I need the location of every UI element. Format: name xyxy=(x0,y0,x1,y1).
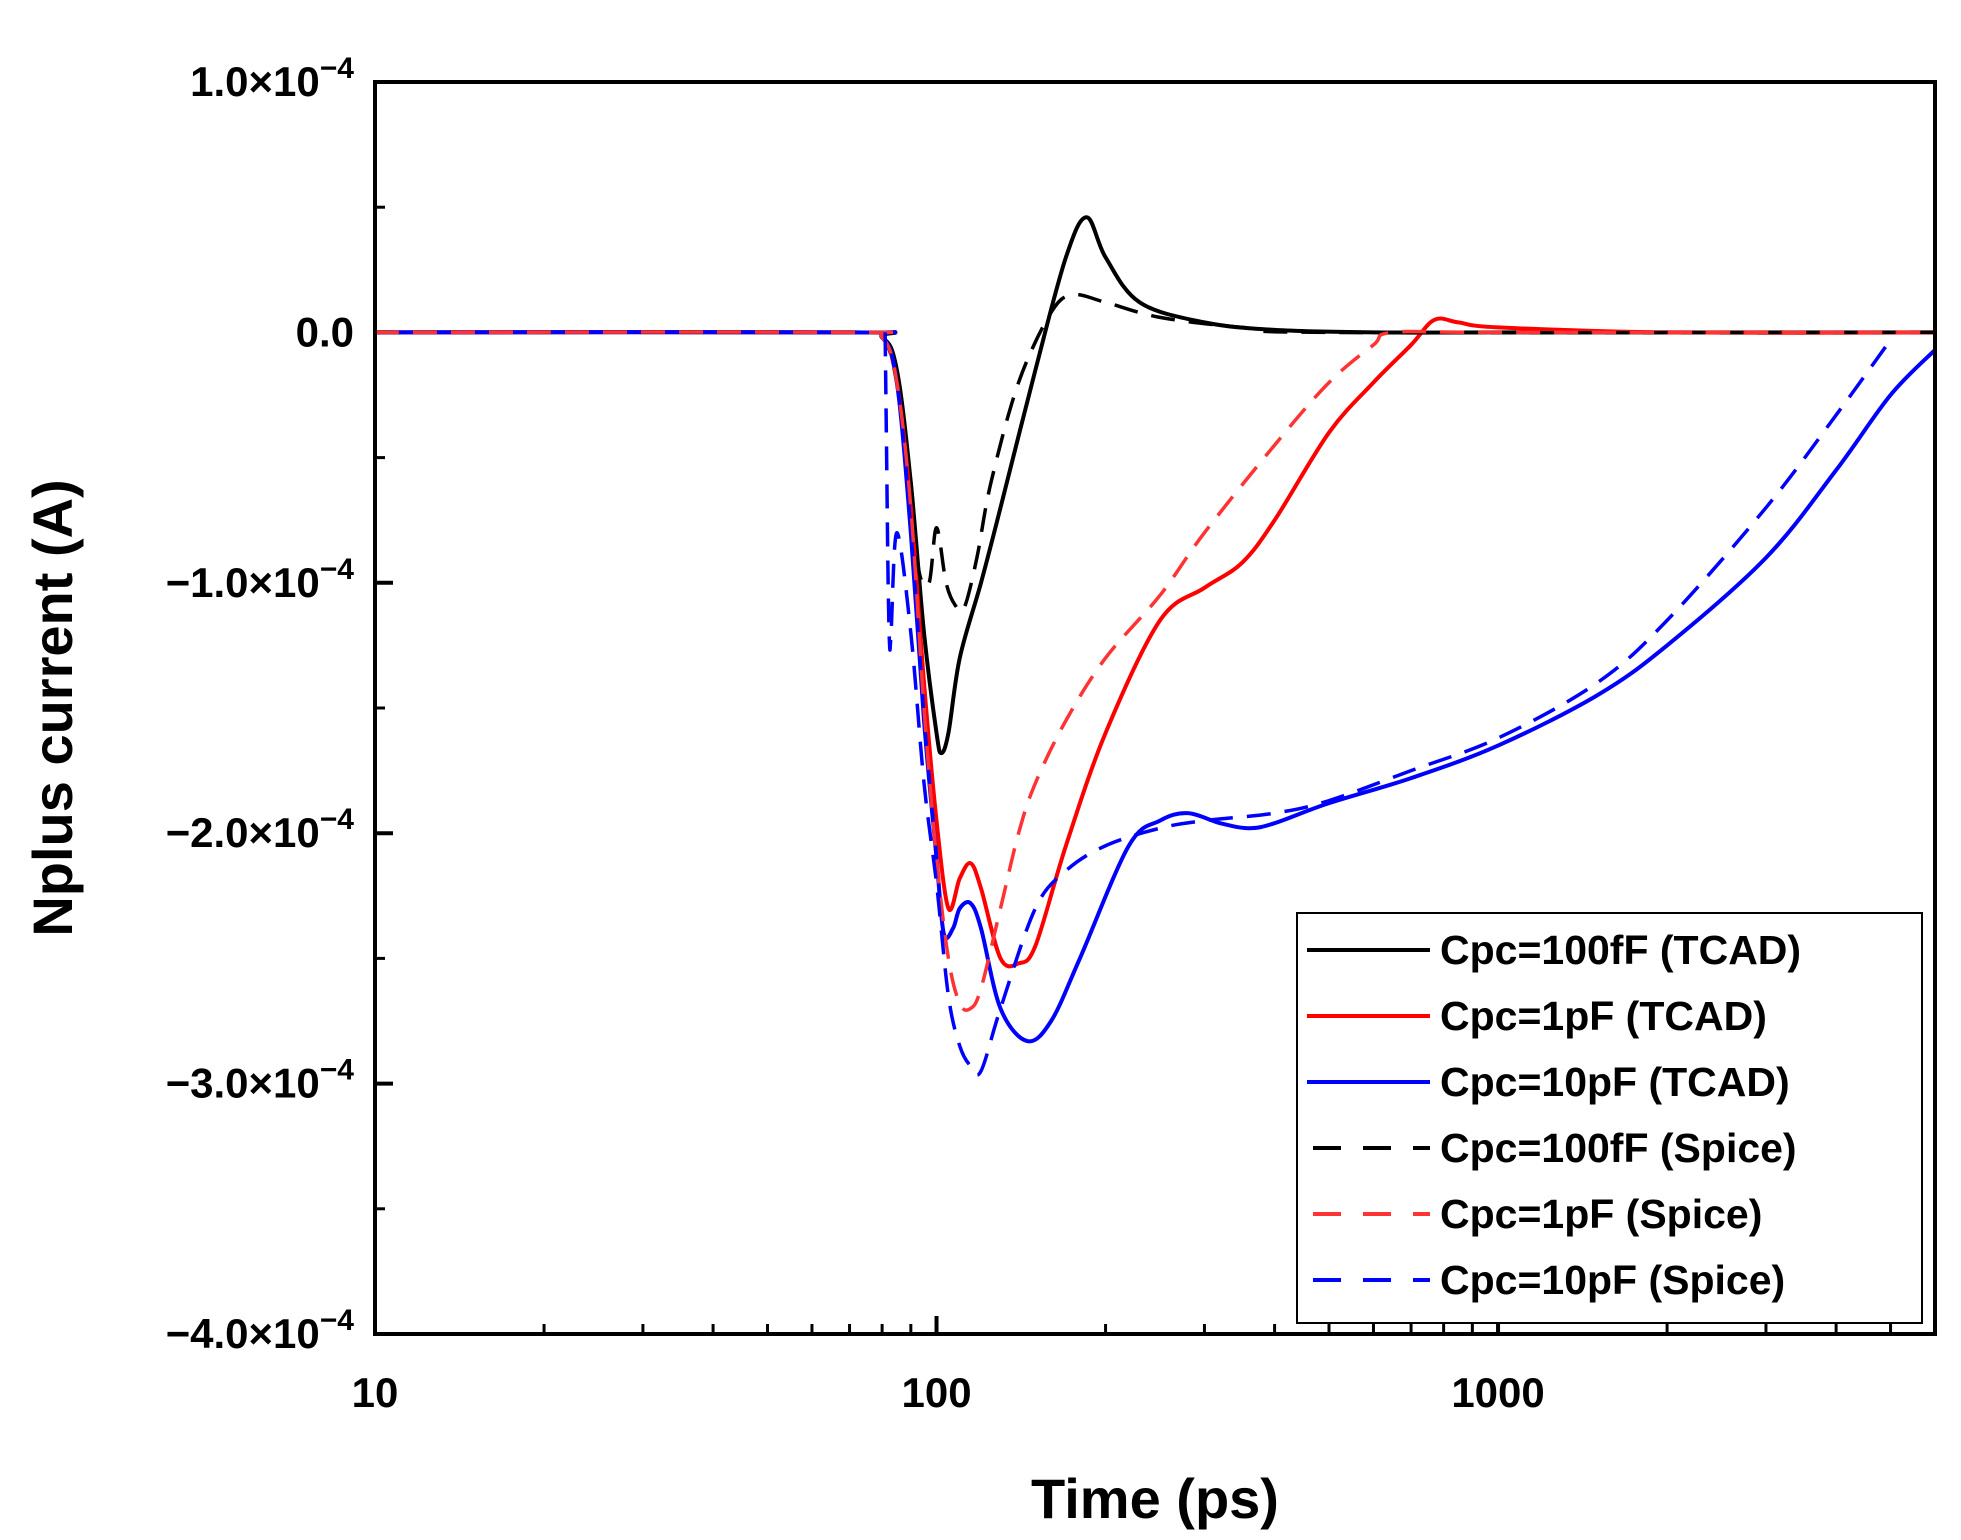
legend: Cpc=100fF (TCAD) Cpc=1pF (TCAD) Cpc=10pF (… xyxy=(1296,912,1923,1324)
legend-label-4: Cpc=100fF (Spice) xyxy=(1440,1125,1797,1171)
legend-label-2: Cpc=1pF (TCAD) xyxy=(1440,993,1767,1039)
series-line-5 xyxy=(374,329,1935,1012)
x-tick-label: 1000 xyxy=(1451,1369,1544,1416)
x-tick-label: 100 xyxy=(901,1369,971,1416)
y-tick-label: −4.0×10−4 xyxy=(166,1304,355,1357)
y-tick-labels: 1.0×10−4 0.0 −1.0×10−4 −2.0×10−4 −3.0×10−4 −4… xyxy=(166,52,355,1357)
y-tick-label: −3.0×10−4 xyxy=(166,1054,355,1107)
y-tick-label: −1.0×10−4 xyxy=(166,553,355,606)
legend-label-3: Cpc=10pF (TCAD) xyxy=(1440,1059,1790,1105)
legend-label-1: Cpc=100fF (TCAD) xyxy=(1440,927,1801,973)
y-axis-title: Nplus current (A) xyxy=(21,479,84,936)
legend-label-6: Cpc=10pF (Spice) xyxy=(1440,1257,1785,1303)
y-tick-label: 0.0 xyxy=(296,308,354,355)
x-axis-title: Time (ps) xyxy=(1031,1467,1279,1530)
series-line-3 xyxy=(374,330,1937,1044)
plot-frame xyxy=(373,80,1937,1336)
y-tick-label: 1.0×10−4 xyxy=(190,52,354,105)
y-tick-label: −2.0×10−4 xyxy=(166,803,355,856)
legend-box xyxy=(1296,912,1923,1324)
series-layer xyxy=(374,215,1937,1077)
series-line-6 xyxy=(883,332,1892,1077)
legend-label-5: Cpc=1pF (Spice) xyxy=(1440,1191,1762,1237)
x-tick-labels: 10 100 1000 xyxy=(352,1369,1545,1416)
x-tick-label: 10 xyxy=(352,1369,399,1416)
